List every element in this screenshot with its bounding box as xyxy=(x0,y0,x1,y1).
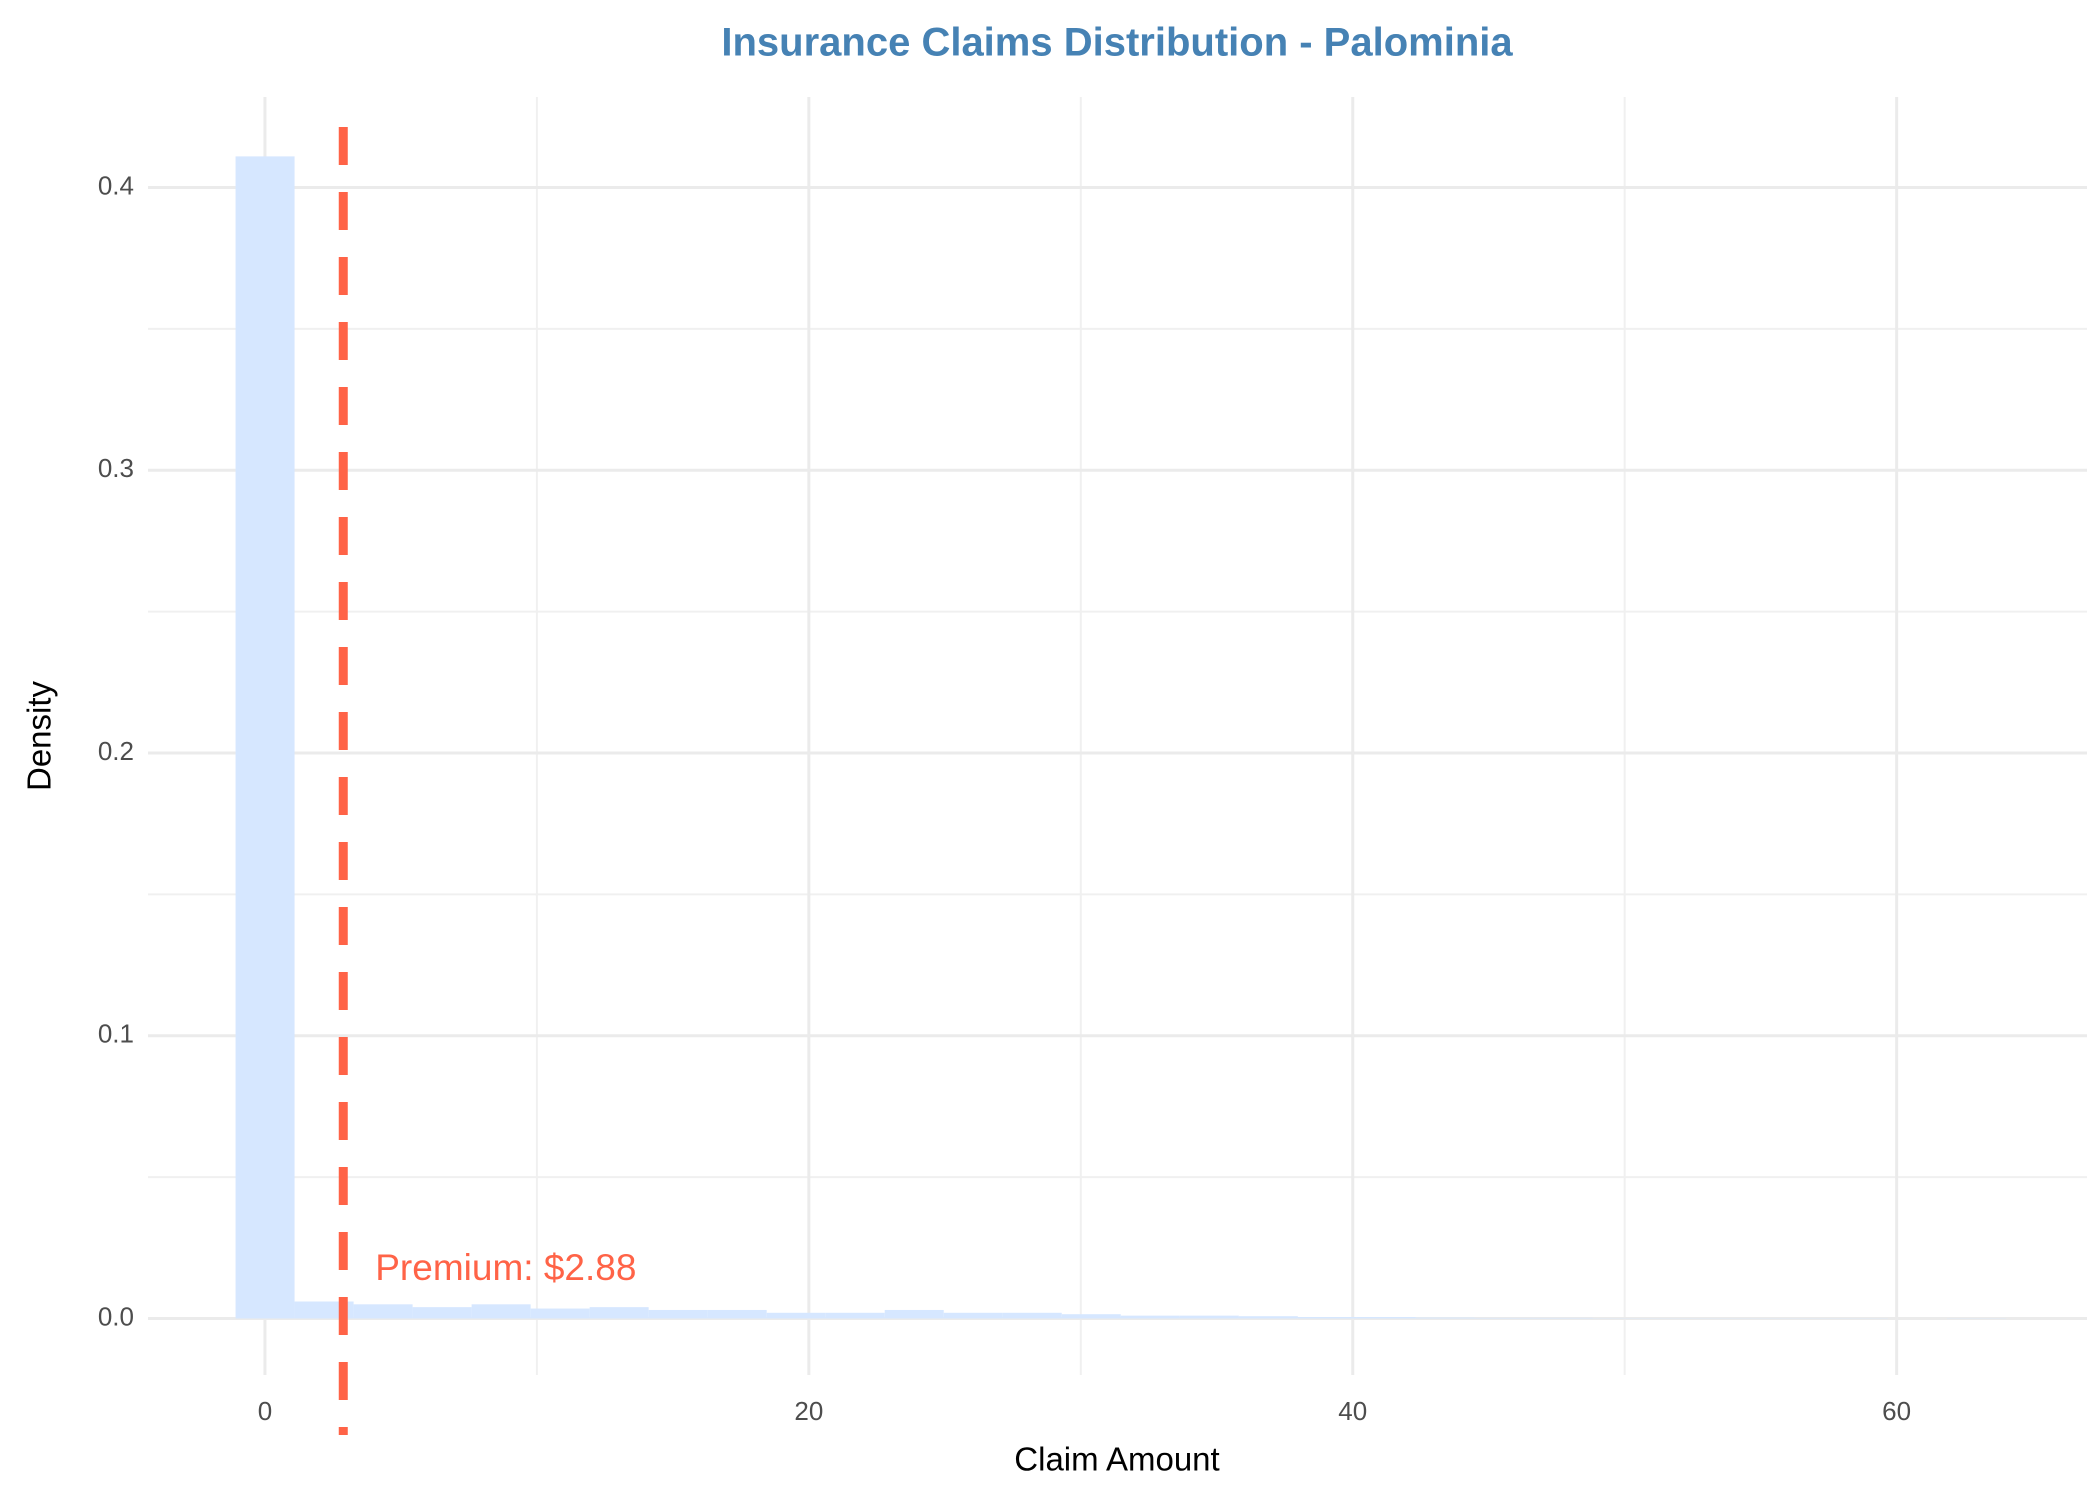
y-axis-title: Density xyxy=(21,680,58,791)
bar xyxy=(530,1308,590,1319)
chart-title: Insurance Claims Distribution - Palomini… xyxy=(721,21,1513,65)
bar xyxy=(1120,1315,1180,1319)
bar xyxy=(353,1304,413,1319)
bar xyxy=(1297,1317,1357,1319)
bar xyxy=(1474,1317,1534,1319)
bar xyxy=(1238,1316,1298,1319)
bar xyxy=(1533,1317,1593,1319)
y-tick-label: 0.1 xyxy=(98,1019,134,1049)
y-tick-label: 0.2 xyxy=(98,736,134,766)
bar xyxy=(589,1307,649,1319)
y-tick-label: 0.4 xyxy=(98,170,134,200)
bar xyxy=(1415,1317,1475,1319)
bar xyxy=(825,1312,885,1319)
x-tick-label: 60 xyxy=(1882,1396,1911,1426)
bar xyxy=(766,1312,826,1319)
bar xyxy=(235,156,295,1319)
y-tick-label: 0.0 xyxy=(98,1301,134,1331)
bar xyxy=(1356,1317,1416,1319)
bar xyxy=(707,1309,767,1319)
bar xyxy=(1061,1314,1121,1319)
bar xyxy=(1179,1315,1239,1319)
y-tick-label: 0.3 xyxy=(98,453,134,483)
x-axis-title: Claim Amount xyxy=(1014,1441,1219,1478)
bar xyxy=(648,1309,708,1319)
x-tick-label: 40 xyxy=(1338,1396,1367,1426)
bar xyxy=(471,1304,531,1319)
x-tick-label: 0 xyxy=(258,1396,272,1426)
premium-annotation: Premium: $2.88 xyxy=(375,1247,636,1288)
bar xyxy=(1002,1312,1062,1319)
bar xyxy=(943,1312,1003,1319)
bar xyxy=(412,1307,472,1319)
x-tick-label: 20 xyxy=(794,1396,823,1426)
bar xyxy=(884,1309,944,1319)
